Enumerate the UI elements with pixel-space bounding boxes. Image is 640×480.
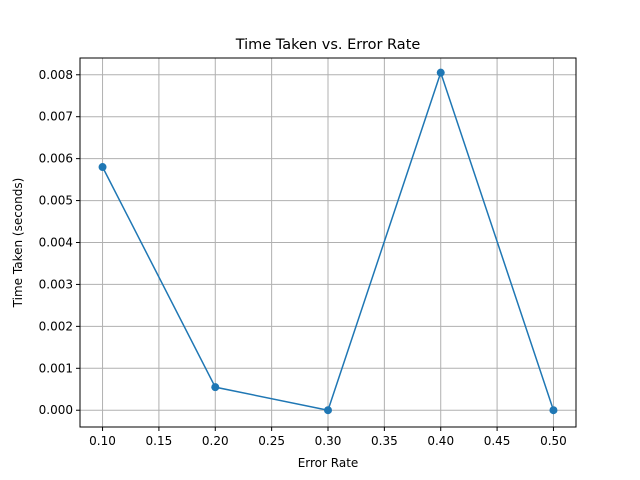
x-tick-label: 0.25: [258, 434, 285, 448]
axis-ticks: 0.10 0.15 0.20 0.25 0.30 0.35 0.40 0.45 0.50 0.00…: [39, 68, 567, 448]
x-tick-label: 0.50: [540, 434, 567, 448]
x-tick-label: 0.15: [146, 434, 173, 448]
grid-lines: [80, 58, 576, 427]
data-point: [98, 163, 107, 172]
x-tick-label: 0.35: [371, 434, 398, 448]
data-point: [324, 406, 332, 415]
plot-frame: [79, 57, 577, 428]
x-tick-label: 0.10: [89, 434, 116, 448]
data-point: [436, 68, 445, 77]
x-tick-label: 0.45: [484, 434, 511, 448]
series: [98, 68, 558, 415]
y-tick-label: 0.003: [39, 277, 73, 291]
data-point: [549, 406, 558, 415]
x-tick-label: 0.40: [427, 434, 454, 448]
chart-title: Time Taken vs. Error Rate: [235, 37, 421, 53]
y-tick-label: 0.001: [39, 361, 73, 375]
y-tick-label: 0.000: [39, 403, 73, 417]
y-tick-label: 0.005: [39, 194, 73, 208]
y-tick-label: 0.004: [39, 236, 73, 250]
y-tick-label: 0.006: [39, 152, 73, 166]
y-tick-label: 0.002: [39, 319, 73, 333]
x-axis-label: Error Rate: [298, 456, 359, 470]
x-tick-label: 0.30: [315, 434, 342, 448]
data-point: [211, 383, 220, 392]
y-tick-label: 0.007: [39, 110, 73, 124]
y-axis-label: Time Taken (seconds): [11, 178, 25, 309]
x-tick-label: 0.20: [202, 434, 229, 448]
y-tick-label: 0.008: [39, 68, 73, 82]
